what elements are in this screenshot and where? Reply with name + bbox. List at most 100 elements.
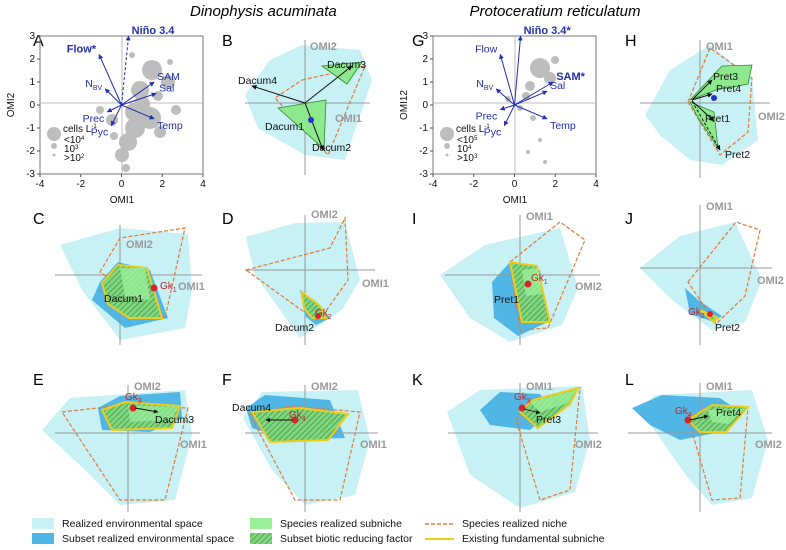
vector-label: Temp <box>550 120 576 132</box>
y-tick-label: -1 <box>419 123 428 134</box>
subniche-label-l: Pret4 <box>716 407 741 419</box>
vector-arrow <box>121 92 157 106</box>
gk-label-j: Gk2 <box>688 307 705 320</box>
ticks-g: -4 -2 0 2 4 -3 -2 -1 0 1 2 3 <box>419 31 599 190</box>
panel-label-k: K <box>412 372 423 389</box>
panel-label-i: I <box>412 211 416 228</box>
panel-i: I Gk1 Pret1 OMI1 OMI2 <box>412 211 602 345</box>
axis-label-b-x: OMI1 <box>335 113 362 125</box>
panel-k: K Gk3 Pret3 OMI1 OMI2 <box>412 372 602 512</box>
subniche-label-d: Dacum2 <box>275 322 314 334</box>
axis-label-i-x: OMI2 <box>575 281 602 293</box>
legend-label-biotic-reducing: Subset biotic reducing factor <box>280 533 413 545</box>
vector-arrow <box>110 104 122 127</box>
subniche-label-dacum3: Dacum3 <box>327 59 366 71</box>
vector-arrow <box>499 104 515 111</box>
size-legend-item: 103 <box>64 144 79 155</box>
vector-arrow <box>98 53 122 106</box>
axis-label-j-x: OMI2 <box>757 275 784 287</box>
ticks-a: -4 -2 0 2 4 -3 -2 -1 0 1 2 3 <box>26 31 206 190</box>
panel-label-b: B <box>222 33 233 50</box>
point-cloud-a <box>96 52 181 172</box>
subniche-label-dacum2: Dacum2 <box>312 142 351 154</box>
x-tick-label: -2 <box>76 179 85 190</box>
axis-label-l-y: OMI1 <box>706 381 733 393</box>
vector-label: Niño 3.4* <box>524 25 572 37</box>
axis-label-d-x: OMI1 <box>362 278 389 290</box>
axis-label-l-x: OMI2 <box>755 439 782 451</box>
vector-label: SAM <box>157 71 180 83</box>
y-tick-label: -1 <box>26 123 35 134</box>
axis-label-k-x: OMI2 <box>575 439 602 451</box>
subniche-label-pret4: Pret4 <box>716 83 741 95</box>
size-legend-item: <104 <box>64 135 85 146</box>
legend-label-fundamental-subniche: Existing fundamental subniche <box>462 533 605 545</box>
panel-f: F Gk4 Dacum4 OMI2 OMI1 <box>222 372 387 512</box>
y-tick-label: 1 <box>422 77 428 88</box>
axis-label-f-x: OMI1 <box>360 439 387 451</box>
legend-label-realized-niche: Species realized niche <box>462 518 567 530</box>
vector-arrow <box>495 88 515 106</box>
x-tick-label: 0 <box>512 179 518 190</box>
axis-label-k-y: OMI1 <box>526 381 553 393</box>
panel-h: H Pret3 Pret4 Pret1 Pret2 OMI1 OMI2 <box>625 33 785 178</box>
axis-label-h-y: OMI1 <box>706 41 733 53</box>
size-legend-item: 104 <box>457 144 472 155</box>
vector-arrow <box>121 81 155 106</box>
vectors-g: Flow Niño 3.4* NBV SAM*Sal Prec Temp Pyc <box>475 25 586 139</box>
axis-label-d-y: OMI2 <box>311 209 338 221</box>
size-legend-circle-large <box>440 127 454 141</box>
y-tick-label: 2 <box>29 54 35 65</box>
y-tick-label: -2 <box>26 146 35 157</box>
subniche-label-dacum1: Dacum1 <box>265 121 304 133</box>
legend-swatch-realized-env <box>32 518 54 529</box>
vector-arrow <box>106 104 122 113</box>
legend-swatch-subset-env <box>32 533 54 544</box>
subniche-label-k: Pret3 <box>536 414 561 426</box>
vector-label: Flow <box>475 43 498 55</box>
vector-label: Prec <box>476 111 498 123</box>
y-tick-label: -2 <box>419 146 428 157</box>
subniche-label-e: Dacum3 <box>155 414 194 426</box>
legend-label-realized-subniche: Species realized subniche <box>280 518 402 530</box>
panel-c: C Gk1 Dacum1 OMI2 OMI1 <box>33 211 205 345</box>
vector-arrow <box>514 104 548 120</box>
y-tick-label: 0 <box>422 100 428 111</box>
vector-label: SAM* <box>556 71 585 83</box>
size-legend-title: cells L-1 <box>456 124 490 135</box>
axis-label-e-x: OMI1 <box>180 439 207 451</box>
axis-y-label-a: OMI2 <box>6 92 17 117</box>
gk-label-l: Gk4 <box>675 406 692 419</box>
size-legend-circle-mid <box>444 143 450 149</box>
vector-label: NBV <box>85 78 102 92</box>
title-left: Dinophysis acuminata <box>190 3 337 20</box>
vector-arrow <box>104 88 122 106</box>
axis-label-b-y: OMI2 <box>310 41 337 53</box>
size-legend-item: >103 <box>457 153 478 164</box>
size-legend-circle-small <box>445 153 449 157</box>
vector-label: Temp <box>157 120 183 132</box>
vector-label: NBV <box>476 78 493 92</box>
axis-label-j-y: OMI1 <box>706 201 733 213</box>
point-cloud-g <box>505 56 559 164</box>
subniche-label-i: Pret1 <box>494 294 519 306</box>
legend-label-subset-env: Subset realized environmental space <box>62 533 234 545</box>
panel-label-g: G <box>412 33 424 50</box>
axis-x-label-g: OMI1 <box>503 195 528 206</box>
subniche-label-f: Dacum4 <box>232 402 271 414</box>
x-tick-label: 0 <box>119 179 125 190</box>
subniche-label-j: Pret2 <box>715 322 740 334</box>
y-tick-label: 0 <box>29 100 35 111</box>
legend-swatch-realized-subniche <box>250 518 272 529</box>
gk-label-f: Gk4 <box>289 410 306 423</box>
y-tick-label: 3 <box>422 31 428 42</box>
axis-label-h-x: OMI2 <box>758 111 785 123</box>
vector-label: Sal <box>550 80 565 92</box>
vector-label: Niño 3.4 <box>132 25 176 37</box>
vector-label: Pyc <box>484 127 502 139</box>
panel-label-h: H <box>625 33 637 50</box>
